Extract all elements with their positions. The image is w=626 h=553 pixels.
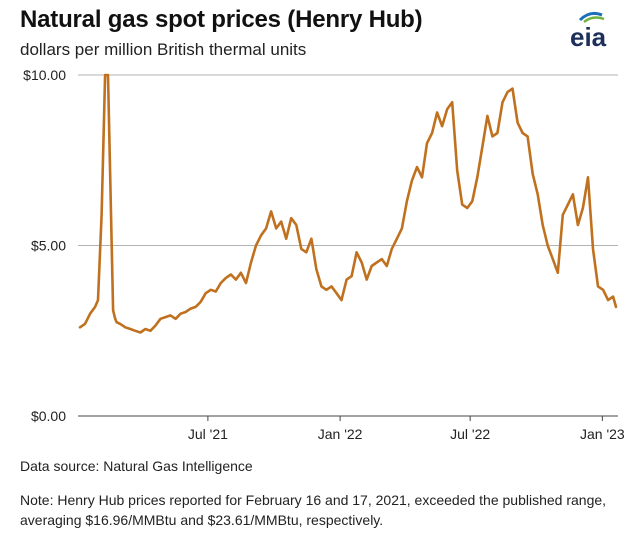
eia-logo: eia (570, 11, 607, 52)
grid-lines (78, 74, 618, 246)
logo-text: eia (570, 22, 607, 52)
chart-title: Natural gas spot prices (Henry Hub) (20, 6, 423, 33)
x-tick-label: Jan '22 (318, 426, 363, 442)
logo-arc-blue (578, 11, 603, 22)
y-axis-labels: $0.00 $5.00 $10.00 (23, 67, 66, 424)
price-series-line (78, 73, 618, 334)
x-tick-label: Jul '21 (188, 426, 228, 442)
x-axis-ticks: Jul '21 Jan '22 Jul '22 Jan '23 (188, 416, 625, 442)
data-source: Data source: Natural Gas Intelligence (20, 458, 253, 474)
y-tick-label: $0.00 (31, 408, 66, 424)
y-tick-label: $5.00 (31, 238, 66, 254)
logo-arc-green (583, 16, 605, 24)
footnote: Note: Henry Hub prices reported for Febr… (20, 492, 607, 528)
chart-subtitle: dollars per million British thermal unit… (20, 40, 307, 59)
y-tick-label: $10.00 (23, 67, 66, 83)
x-tick-label: Jan '23 (580, 426, 625, 442)
x-tick-label: Jul '22 (450, 426, 490, 442)
line-chart: $0.00 $5.00 $10.00 Jul '21 Jan '22 Jul '22 Ja… (23, 67, 625, 442)
